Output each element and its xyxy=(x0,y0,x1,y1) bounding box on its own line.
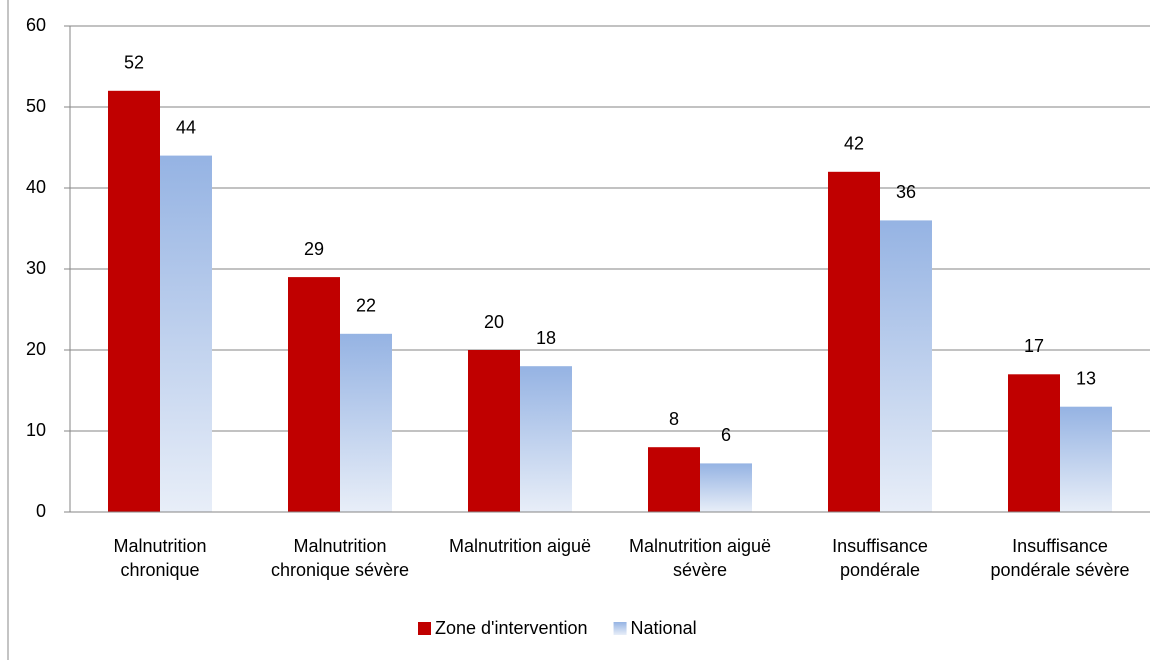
x-tick-label: Malnutrition aiguë sévère xyxy=(628,536,772,580)
data-label: 17 xyxy=(1024,336,1044,356)
data-label: 20 xyxy=(484,312,504,332)
bar xyxy=(880,220,932,512)
bar xyxy=(1060,406,1112,512)
y-tick-label: 40 xyxy=(26,177,46,197)
legend-swatch xyxy=(418,622,431,635)
bar xyxy=(108,90,160,513)
legend-label: Zone d'intervention xyxy=(435,618,588,638)
x-tick-label: Insuffisance pondérale sévère xyxy=(990,536,1130,580)
y-tick-label: 50 xyxy=(26,96,46,116)
legend-swatch xyxy=(613,622,627,635)
x-tick-label: Malnutrition chronique sévère xyxy=(270,536,410,580)
y-tick-label: 0 xyxy=(36,501,46,521)
y-tick-label: 60 xyxy=(26,15,46,35)
data-label: 42 xyxy=(844,134,864,154)
x-tick-label: Insuffisance pondérale xyxy=(832,536,928,580)
bar xyxy=(828,171,880,513)
bar xyxy=(340,333,392,512)
y-tick-label: 20 xyxy=(26,339,46,359)
bar xyxy=(520,366,572,512)
bar xyxy=(160,155,212,512)
bar xyxy=(648,447,700,512)
x-tick-label: Malnutrition chronique xyxy=(113,536,207,580)
y-tick-label: 30 xyxy=(26,258,46,278)
y-tick-label: 10 xyxy=(26,420,46,440)
x-tick-label: Malnutrition aiguë xyxy=(448,536,592,556)
chart-frame xyxy=(7,0,9,660)
data-label: 44 xyxy=(176,117,196,137)
data-label: 52 xyxy=(124,53,144,73)
data-label: 36 xyxy=(896,182,916,202)
legend-label: National xyxy=(631,618,697,638)
bar xyxy=(468,350,520,512)
data-label: 22 xyxy=(356,296,376,316)
data-label: 18 xyxy=(536,328,556,348)
bar xyxy=(288,277,340,512)
data-label: 29 xyxy=(304,239,324,259)
bar xyxy=(1008,374,1060,512)
data-label: 6 xyxy=(721,425,731,445)
data-label: 13 xyxy=(1076,368,1096,388)
data-label: 8 xyxy=(669,409,679,429)
bar xyxy=(700,463,752,512)
